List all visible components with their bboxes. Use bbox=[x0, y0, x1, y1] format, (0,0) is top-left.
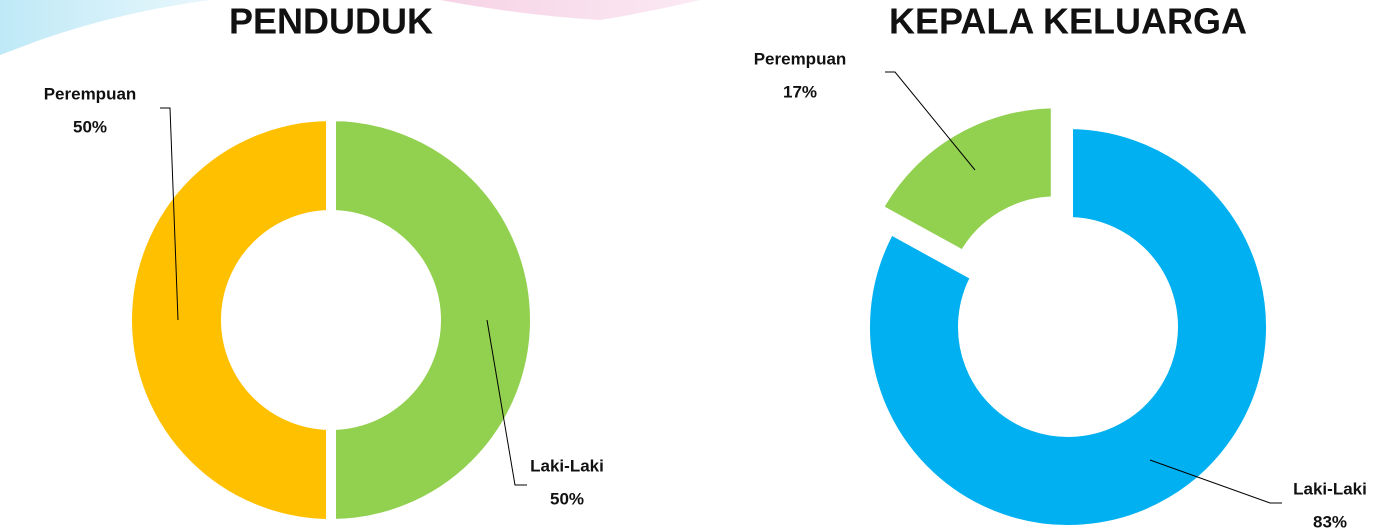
slice bbox=[871, 98, 1061, 263]
slice-label: Perempuan bbox=[754, 49, 847, 68]
value-label: 83% bbox=[1313, 512, 1347, 531]
leader-line bbox=[160, 107, 179, 321]
chart-title: PENDUDUK bbox=[229, 1, 433, 42]
leader-line bbox=[1149, 459, 1282, 504]
value-label: 50% bbox=[550, 489, 584, 508]
slice-label: Laki-Laki bbox=[530, 456, 604, 475]
slice bbox=[326, 110, 540, 530]
decoration bbox=[440, 0, 700, 20]
value-label: 17% bbox=[783, 82, 817, 101]
leader-line bbox=[486, 319, 527, 486]
charts: PENDUDUK Laki-Laki 50% Perempuan 50% KEPALA K… bbox=[44, 1, 1367, 531]
chart-title: KEPALA KELUARGA bbox=[889, 1, 1247, 42]
value-label: 50% bbox=[73, 117, 107, 136]
slice-label: Perempuan bbox=[44, 84, 137, 103]
decoration bbox=[0, 0, 210, 55]
slice-label: Laki-Laki bbox=[1293, 479, 1367, 498]
slice bbox=[122, 110, 336, 530]
leader-line bbox=[885, 71, 976, 171]
slice bbox=[860, 118, 1276, 531]
